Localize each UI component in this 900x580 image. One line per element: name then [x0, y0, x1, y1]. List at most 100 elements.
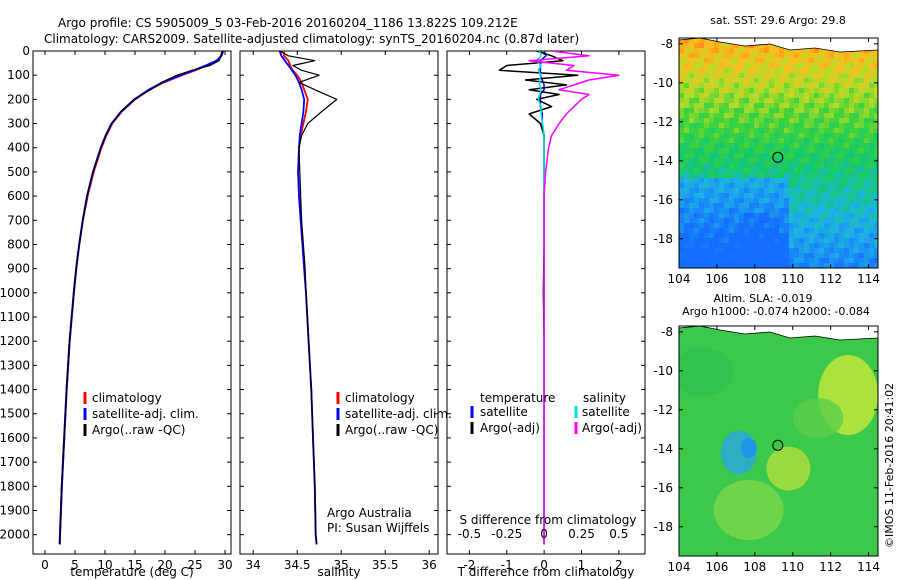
x-tick-label: 1 — [578, 558, 586, 572]
sst-cell — [864, 223, 870, 229]
sst-cell — [724, 203, 730, 209]
sst-cell — [809, 233, 815, 239]
sst-cell — [724, 123, 730, 129]
sst-cell — [724, 228, 730, 234]
sst-cell — [784, 203, 790, 209]
sst-cell — [754, 153, 760, 159]
sst-cell — [854, 98, 860, 104]
sst-cell — [744, 198, 750, 204]
sst-cell — [684, 53, 690, 59]
sst-cell — [689, 108, 695, 114]
sst-cell — [859, 83, 865, 89]
sst-cell — [794, 258, 800, 264]
sst-cell — [814, 123, 820, 129]
sst-cell — [754, 248, 760, 254]
sst-cell — [729, 238, 735, 244]
sst-cell — [714, 88, 720, 94]
sst-cell — [819, 103, 825, 109]
sst-cell — [694, 38, 700, 44]
sst-cell — [809, 193, 815, 199]
sst-cell — [849, 228, 855, 234]
sst-cell — [699, 78, 705, 84]
sst-cell — [794, 163, 800, 169]
sst-cell — [809, 103, 815, 109]
sst-cell — [744, 98, 750, 104]
temperature-x-label: temperature (deg C) — [70, 565, 193, 579]
sst-cell — [869, 173, 875, 179]
sst-cell — [794, 143, 800, 149]
sst-cell — [684, 138, 690, 144]
sst-cell — [809, 173, 815, 179]
sst-cell — [714, 138, 720, 144]
sst-cell — [694, 238, 700, 244]
sst-cell — [864, 183, 870, 189]
sst-cell — [769, 48, 775, 54]
sst-cell — [744, 73, 750, 79]
sst-cell — [829, 258, 835, 264]
sst-cell — [794, 128, 800, 134]
sst-cell — [819, 153, 825, 159]
sst-cell — [829, 198, 835, 204]
sst-cell — [754, 143, 760, 149]
sst-cell — [689, 113, 695, 119]
sst-cell — [784, 128, 790, 134]
sst-cell — [739, 63, 745, 69]
sst-cell — [679, 58, 685, 64]
sst-cell — [704, 53, 710, 59]
sst-cell — [689, 243, 695, 249]
sst-cell — [689, 193, 695, 199]
sst-cell — [744, 78, 750, 84]
sst-cell — [694, 253, 700, 259]
sst-cell — [769, 138, 775, 144]
sst-cell — [774, 53, 780, 59]
sst-cell — [754, 188, 760, 194]
sst-cell — [714, 243, 720, 249]
sst-cell — [769, 193, 775, 199]
sst-cell — [709, 253, 715, 259]
sst-cell — [824, 128, 830, 134]
sst-cell — [734, 133, 740, 139]
sst-cell — [804, 53, 810, 59]
sst-cell — [739, 78, 745, 84]
sst-cell — [869, 253, 875, 259]
sst-cell — [749, 223, 755, 229]
sst-cell — [789, 73, 795, 79]
sst-cell — [704, 248, 710, 254]
sst-cell — [714, 78, 720, 84]
sst-cell — [734, 198, 740, 204]
salinity-series-line — [278, 51, 318, 545]
sst-cell — [799, 248, 805, 254]
sst-cell — [684, 223, 690, 229]
sst-cell — [864, 118, 870, 124]
sst-cell — [819, 108, 825, 114]
sst-cell — [689, 253, 695, 259]
sst-cell — [694, 148, 700, 154]
sst-cell — [864, 88, 870, 94]
x-tick-label: -2 — [463, 558, 475, 572]
sst-cell — [759, 83, 765, 89]
sst-cell — [819, 188, 825, 194]
sst-cell — [689, 208, 695, 214]
sst-cell — [704, 178, 710, 184]
sst-cell — [789, 173, 795, 179]
sst-cell — [699, 243, 705, 249]
sst-cell — [804, 138, 810, 144]
sst-cell — [864, 208, 870, 214]
sst-cell — [834, 83, 840, 89]
sst-cell — [774, 68, 780, 74]
sst-cell — [729, 248, 735, 254]
sst-cell — [809, 98, 815, 104]
sst-cell — [764, 163, 770, 169]
sst-cell — [784, 218, 790, 224]
sst-cell — [684, 218, 690, 224]
sst-cell — [834, 263, 840, 268]
sst-cell — [809, 263, 815, 268]
sst-cell — [874, 233, 878, 239]
sst-cell — [694, 188, 700, 194]
sst-cell — [709, 118, 715, 124]
sst-cell — [694, 218, 700, 224]
sst-cell — [699, 108, 705, 114]
sst-cell — [684, 48, 690, 54]
sst-cell — [789, 143, 795, 149]
sst-cell — [859, 133, 865, 139]
